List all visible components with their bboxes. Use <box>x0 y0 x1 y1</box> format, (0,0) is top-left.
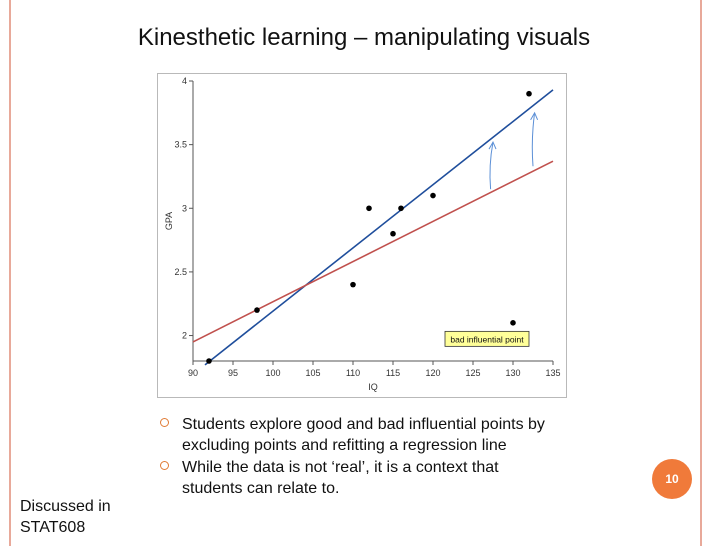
arrow-head-icon <box>488 140 497 150</box>
x-tick-label: 130 <box>505 368 520 378</box>
y-tick-label: 4 <box>182 76 187 86</box>
regression-line-red <box>192 160 554 343</box>
annotation-label: bad influential point <box>450 334 524 344</box>
x-tick-label: 95 <box>228 368 238 378</box>
data-point <box>206 358 212 364</box>
data-point <box>430 192 436 199</box>
bullet-circle-icon <box>160 461 169 470</box>
x-tick-label: 135 <box>545 368 560 378</box>
page-number-badge: 10 <box>652 459 692 499</box>
annotation-arrow <box>489 141 494 190</box>
bullet-text: While the data is not ‘real’, it is a co… <box>182 459 499 497</box>
data-point <box>350 281 356 288</box>
y-tick-label: 3 <box>182 203 187 213</box>
scatter-chart: 90 95 100 105 110 115 120 125 130 135 2 2.5 3 3.5 4 IQ G… <box>157 73 567 398</box>
regression-line-blue <box>204 89 554 366</box>
y-axis-label: GPA <box>164 212 174 230</box>
data-point <box>390 230 396 237</box>
slide-frame-left <box>9 0 11 546</box>
x-tick-label: 125 <box>465 368 480 378</box>
data-point <box>526 90 532 97</box>
x-tick-label: 120 <box>425 368 440 378</box>
data-point <box>398 205 404 212</box>
chart-layer: 90 95 100 105 110 115 120 125 130 135 2 2.5 3 3.5 4 IQ G… <box>164 76 561 392</box>
side-note: Discussed in STAT608 <box>20 498 111 536</box>
bullet-circle-icon <box>160 418 169 427</box>
x-axis-label: IQ <box>368 382 378 392</box>
data-point <box>254 307 260 313</box>
bullet-text: Students explore good and bad influentia… <box>182 416 545 454</box>
arrow-head-icon <box>530 111 539 121</box>
x-tick-label: 90 <box>188 368 198 378</box>
data-point <box>510 320 516 326</box>
x-tick-label: 105 <box>305 368 320 378</box>
annotation-arrow <box>531 112 536 167</box>
slide-title: Kinesthetic learning – manipulating visu… <box>137 24 591 51</box>
data-point <box>366 205 372 212</box>
y-tick-label: 2.5 <box>174 267 187 277</box>
slide-frame-right <box>700 0 702 546</box>
x-tick-label: 100 <box>265 368 280 378</box>
y-tick-label: 2 <box>182 331 187 341</box>
annotation-box <box>444 330 530 347</box>
x-tick-label: 110 <box>346 368 360 378</box>
bullet-item: While the data is not ‘real’, it is a co… <box>160 457 560 499</box>
x-tick-label: 115 <box>386 368 400 378</box>
y-tick-label: 3.5 <box>174 140 187 150</box>
bullet-item: Students explore good and bad influentia… <box>160 414 560 456</box>
chart-canvas: 90 95 100 105 110 115 120 125 130 135 2 2.5 3 3.5 4 IQ G… <box>164 76 561 392</box>
bullet-list: Students explore good and bad influentia… <box>160 414 560 500</box>
